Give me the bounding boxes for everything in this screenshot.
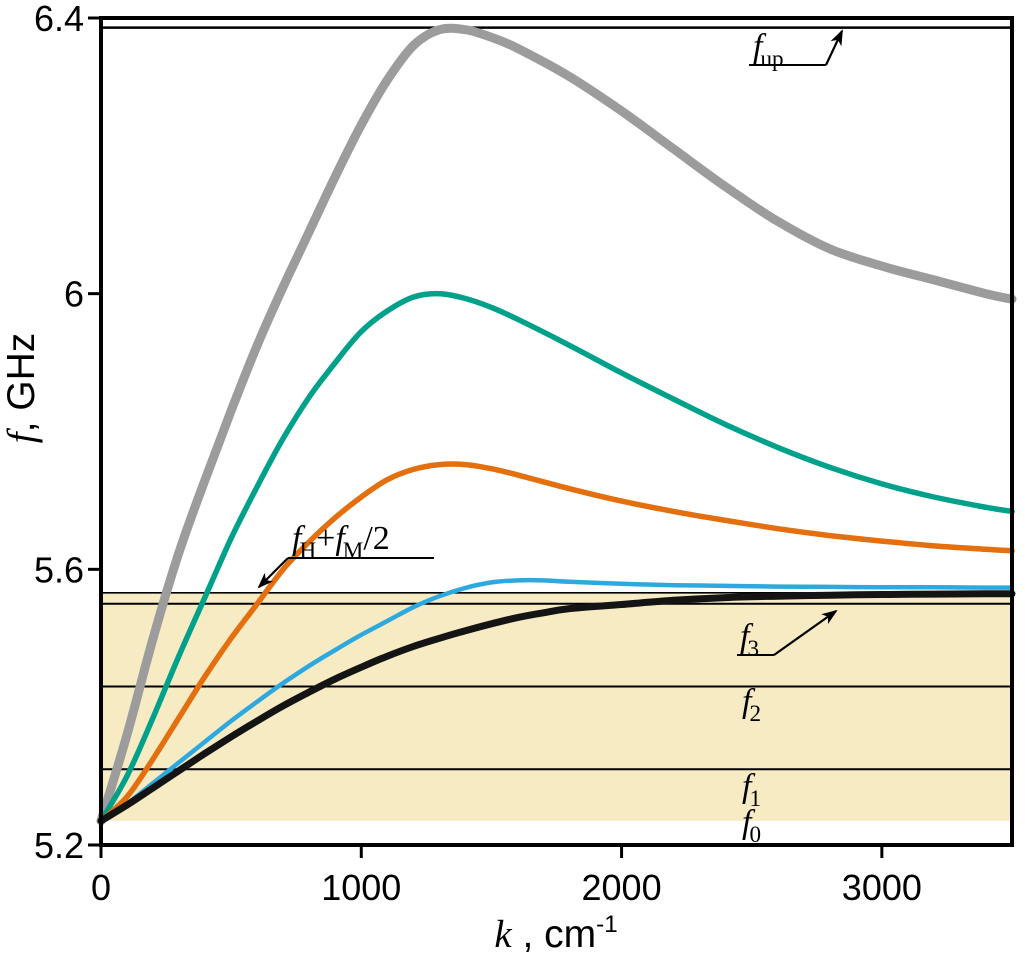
label-part: H xyxy=(299,538,316,564)
x-tick-label: 0 xyxy=(91,867,111,908)
f3-label-arrow xyxy=(773,609,838,656)
y-tick-label: 6.4 xyxy=(34,0,84,39)
curve-teal-mode xyxy=(98,290,1015,824)
label-part: /2 xyxy=(363,520,389,557)
label-part: , GHz xyxy=(0,333,43,433)
x-tick-label: 1000 xyxy=(321,867,401,908)
label-part: , cm xyxy=(512,913,597,956)
label-part: 2 xyxy=(749,701,761,727)
x-tick-label: 3000 xyxy=(842,867,922,908)
label-part: M xyxy=(343,538,364,564)
label-part: 1 xyxy=(749,786,761,812)
plot-frame xyxy=(99,16,1014,847)
label-part: up xyxy=(760,46,783,72)
curve-black-mode xyxy=(97,590,1016,825)
curve-blue-mode xyxy=(98,577,1015,824)
band-edge-label: fH+fM/2 xyxy=(292,520,390,564)
label-part: + xyxy=(316,520,335,557)
f-up-label-arrow xyxy=(825,29,843,66)
label-part: k xyxy=(494,913,512,956)
y-tick-label: 5.2 xyxy=(34,825,84,866)
curve-orange-mode xyxy=(98,461,1015,824)
band-edge-label-arrow xyxy=(257,557,289,589)
y-axis-title: f, GHz xyxy=(0,333,43,444)
label-part: -1 xyxy=(596,911,618,938)
y-tick-label: 5.6 xyxy=(34,549,84,590)
curve-gray-mode xyxy=(96,23,1017,826)
label-part: 3 xyxy=(747,636,759,662)
label-part: 0 xyxy=(749,822,761,848)
x-axis-title: k , cm-1 xyxy=(494,911,617,956)
y-tick-label: 6 xyxy=(64,274,84,315)
x-tick-label: 2000 xyxy=(582,867,662,908)
